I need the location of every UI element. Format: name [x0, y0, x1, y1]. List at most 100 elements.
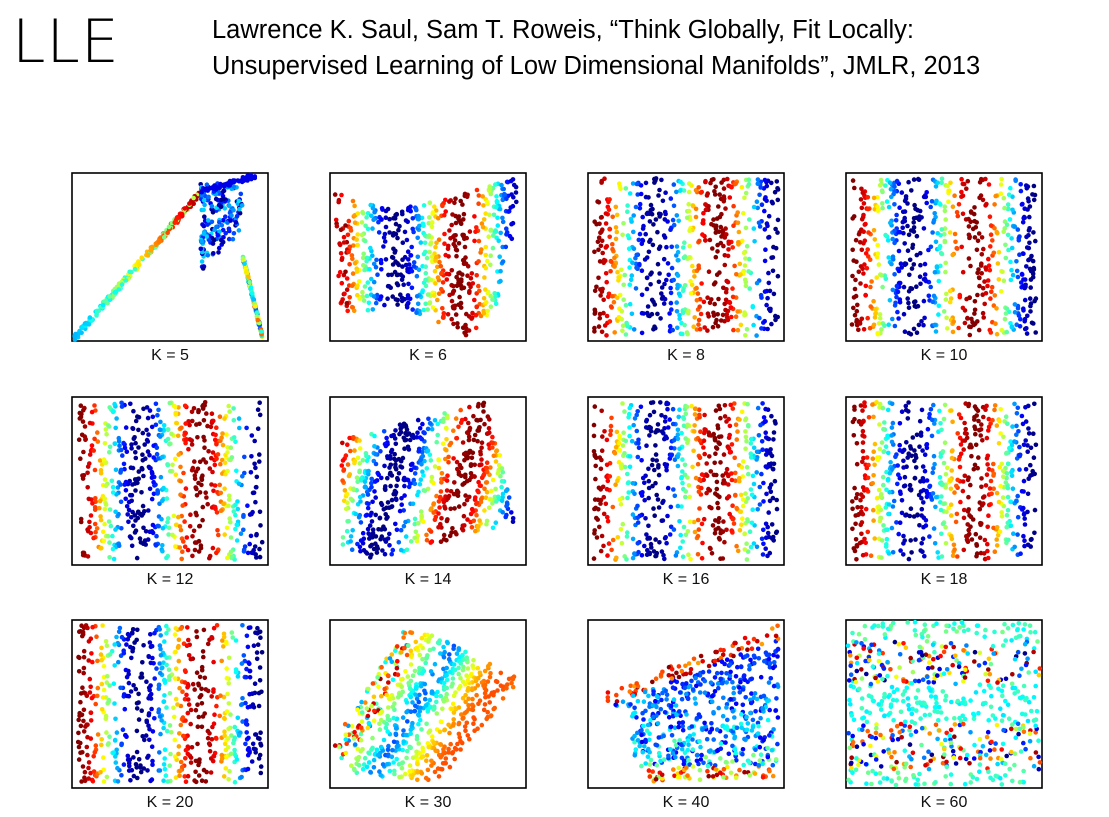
- scatter-point: [93, 496, 98, 501]
- scatter-point: [966, 224, 972, 229]
- scatter-point: [712, 531, 718, 536]
- scatter-point: [636, 440, 641, 446]
- scatter-point: [136, 469, 142, 474]
- scatter-point: [624, 534, 630, 539]
- scatter-point: [444, 478, 450, 483]
- scatter-point: [981, 551, 987, 556]
- scatter-point: [601, 310, 606, 316]
- scatter-point: [630, 181, 636, 186]
- scatter-point: [921, 487, 926, 493]
- scatter-point: [361, 536, 367, 541]
- scatter-point: [191, 201, 196, 206]
- scatter-point: [494, 449, 499, 454]
- scatter-point: [645, 304, 651, 309]
- scatter-point: [967, 332, 973, 338]
- scatter-point: [711, 217, 716, 222]
- scatter-point: [482, 508, 487, 513]
- scatter-point: [642, 480, 647, 486]
- scatter-point: [217, 229, 222, 234]
- scatter-point: [445, 517, 450, 522]
- scatter-point: [181, 539, 186, 544]
- scatter-point: [418, 509, 424, 514]
- scatter-point: [1023, 438, 1028, 443]
- scatter-point: [774, 179, 780, 184]
- scatter-point: [195, 702, 200, 707]
- scatter-point: [464, 311, 469, 317]
- scatter-point: [248, 533, 254, 539]
- scatter-point: [879, 272, 884, 278]
- scatter-point: [876, 262, 882, 267]
- scatter-point: [889, 261, 894, 267]
- scatter-point: [652, 513, 657, 518]
- scatter-point: [988, 330, 994, 335]
- scatter-point: [431, 480, 436, 486]
- scatter-point: [630, 260, 635, 266]
- scatter-point: [244, 425, 249, 431]
- scatter-point: [974, 247, 980, 253]
- scatter-point: [395, 272, 401, 278]
- scatter-point: [129, 269, 134, 275]
- scatter-point: [998, 182, 1004, 187]
- scatter-point: [674, 300, 679, 305]
- scatter-point: [245, 503, 250, 509]
- scatter-point: [902, 262, 908, 268]
- scatter-point: [1017, 444, 1022, 450]
- scatter-point: [469, 525, 475, 530]
- scatter-point: [857, 240, 863, 245]
- scatter-point: [701, 516, 707, 522]
- scatter-point: [222, 486, 227, 492]
- scatter-point: [986, 256, 991, 262]
- scatter-point: [773, 317, 778, 323]
- scatter-point: [158, 474, 164, 480]
- scatter-point: [365, 280, 371, 285]
- scatter-point: [744, 557, 750, 562]
- scatter-point: [608, 432, 613, 438]
- scatter-point: [746, 471, 751, 477]
- scatter-point: [210, 210, 216, 215]
- scatter-point: [360, 210, 366, 216]
- scatter-point: [743, 279, 749, 285]
- scatter-point: [343, 506, 349, 512]
- scatter-point: [224, 432, 229, 437]
- scatter-point: [370, 531, 376, 536]
- scatter-point: [358, 520, 364, 525]
- scatter-point: [771, 430, 777, 435]
- scatter-point: [1024, 234, 1029, 240]
- scatter-point: [772, 419, 778, 424]
- scatter-point: [934, 264, 940, 269]
- scatter-point: [762, 177, 768, 183]
- scatter-point: [133, 418, 139, 424]
- scatter-point: [387, 543, 392, 548]
- scatter-point: [909, 266, 915, 271]
- scatter-point: [449, 298, 455, 304]
- scatter-point: [656, 472, 662, 478]
- scatter-point: [235, 178, 241, 183]
- scatter-point: [943, 269, 948, 275]
- scatter-point: [462, 501, 467, 507]
- scatter-point: [646, 495, 651, 501]
- scatter-point: [907, 513, 913, 519]
- scatter-point: [178, 478, 184, 484]
- scatter-point: [886, 322, 891, 328]
- scatter-point: [350, 528, 356, 533]
- scatter-point: [899, 510, 905, 516]
- scatter-point: [427, 200, 433, 205]
- scatter-point: [973, 225, 979, 230]
- scatter-point: [400, 296, 406, 302]
- scatter-point: [370, 253, 375, 258]
- scatter-point: [172, 220, 178, 226]
- scatter-point: [748, 544, 754, 550]
- scatter-point: [92, 521, 98, 527]
- scatter-point: [381, 235, 387, 240]
- scatter-point: [349, 547, 355, 552]
- scatter-point: [442, 506, 448, 511]
- scatter-point: [444, 426, 449, 431]
- scatter-point: [1002, 226, 1007, 231]
- scatter-point: [474, 512, 479, 518]
- scatter-point: [919, 407, 925, 413]
- scatter-point: [775, 230, 780, 235]
- scatter-point: [895, 463, 900, 468]
- scatter-point: [754, 544, 760, 550]
- scatter-point: [1019, 413, 1025, 419]
- scatter-point: [450, 291, 455, 296]
